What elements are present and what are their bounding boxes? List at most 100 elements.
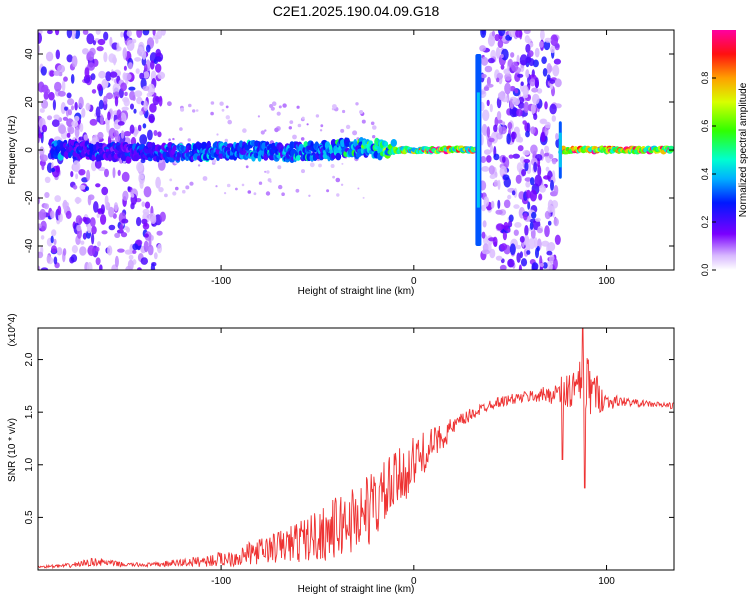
spectral-noise-blob [85,186,90,192]
spectral-noise-blob [489,174,496,180]
spectral-noise-blob [499,126,507,135]
spectral-noise-blob [126,227,130,233]
spectral-noise-blob [543,175,551,180]
spectral-noise-blob [520,81,524,87]
spectral-speckle [357,187,360,190]
spectral-noise-blob [497,30,506,37]
spectral-noise-blob [551,158,557,165]
spectral-noise-blob [539,184,546,193]
spectral-noise-blob [142,123,147,129]
spectral-noise-blob [149,103,157,113]
spectral-noise-blob [70,74,75,84]
spectral-noise-blob [488,165,495,175]
spectral-noise-blob [113,130,119,137]
spectral-noise-blob [157,243,162,254]
snr-y-ticks: 0.5 1.0 1.5 2.0 [24,352,674,524]
spectral-noise-blob [150,215,157,224]
spectral-noise-blob [486,99,490,107]
spectral-noise-blob [142,222,150,230]
spectral-noise-blob [71,55,78,68]
spectral-noise-blob [38,251,44,259]
spectral-speckle [359,110,364,114]
spectral-speckle [278,184,283,190]
spectral-noise-blob [529,78,536,87]
spectral-noise-blob [494,34,500,42]
spectral-noise-blob [61,80,66,92]
spectral-noise-blob [524,35,530,44]
spectral-noise-blob [47,30,53,35]
spectral-noise-blob [546,63,552,74]
spectral-noise-blob [482,220,487,228]
spectral-noise-blob [86,169,91,182]
spectral-noise-blob [71,120,79,128]
spectral-speckle [342,109,346,114]
spectral-noise-blob [49,70,55,77]
spectral-noise-blob [491,30,496,37]
spectral-speckle [300,137,305,141]
spectral-noise-blob [507,122,513,130]
spectral-noise-blob [72,185,78,190]
spectral-noise-blob [65,210,72,219]
spectral-noise-blob [143,63,148,72]
spectral-noise-blob [147,83,155,96]
spectral-speckle [180,107,185,112]
spectral-noise-blob [545,166,550,172]
spectral-noise-blob [550,34,559,46]
spectral-noise-blob [484,65,493,73]
spectral-noise-blob [495,255,503,261]
colorbar-tick-label: 0.6 [700,120,710,133]
spectral-noise-blob [542,68,548,77]
spectral-noise-blob [152,95,160,106]
colorbar-ticks: 0.0 0.2 0.4 0.6 0.8 [700,72,716,276]
spectral-speckle [296,105,300,109]
spectral-noise-blob [158,95,163,107]
spectral-noise-blob [40,154,48,162]
spectral-noise-blob [51,119,60,127]
spectral-noise-blob [147,244,154,256]
spectral-noise-blob [122,97,130,103]
spectral-noise-blob [536,227,543,234]
y-tick-label: -20 [24,190,35,205]
spectral-noise-blob [53,114,60,120]
spectral-noise-blob [504,72,512,81]
spectral-speckle [319,129,323,132]
spectral-noise-blob [500,64,505,70]
x-tick-label: -100 [211,276,231,287]
spectral-noise-blob [98,70,106,79]
spectral-speckle [330,164,335,168]
spectral-noise-blob [40,66,47,76]
spectral-noise-blob [78,136,84,141]
spectral-speckle [372,135,376,139]
spectral-noise-blob [96,46,104,52]
y-tick-label: 2.0 [24,352,35,366]
spectral-noise-blob [122,47,128,60]
y-tick-label: 1.5 [24,405,35,419]
spectral-noise-blob [157,71,166,80]
spectral-noise-blob [80,240,85,245]
figure-title: C2E1.2025.190.04.09.G18 [273,3,440,19]
spectral-noise-blob [158,187,164,193]
carrier-signal-mark [384,141,389,147]
carrier-signal-mark [668,145,674,151]
spectral-noise-blob [486,155,492,163]
spectral-noise-blob [128,254,134,260]
spectral-speckle [270,106,275,111]
spectral-noise-blob [497,39,504,49]
spectral-noise-blob [41,124,48,133]
spectral-noise-blob [522,94,529,99]
spectral-noise-blob [117,121,125,126]
carrier-signal-mark [368,140,373,146]
carrier-signal-mark [64,151,69,160]
spectral-noise-blob [143,240,149,253]
spectral-speckle [281,192,285,196]
spectral-noise-blob [41,163,45,171]
spectral-noise-blob [97,131,104,140]
spectral-speckle [372,125,377,130]
spectral-speckle [210,101,215,105]
spectral-noise-blob [522,120,527,125]
spectral-noise-blob [120,82,127,92]
spectral-noise-blob [120,130,125,139]
carrier-signal-mark [295,155,301,161]
spectral-speckle [308,194,311,197]
spectral-noise-blob [528,238,536,250]
